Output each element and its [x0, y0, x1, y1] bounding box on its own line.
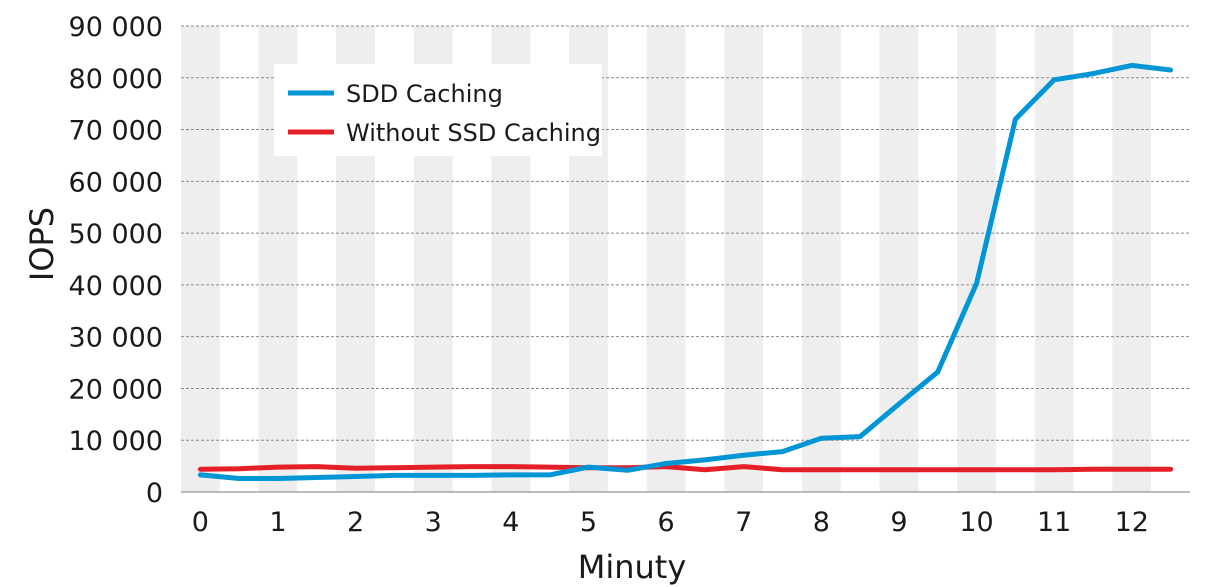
x-tick-label: 6 [658, 507, 675, 538]
background-stripe [724, 26, 764, 492]
y-tick-label: 20 000 [69, 374, 163, 405]
y-tick-label: 30 000 [69, 323, 163, 354]
legend-box [274, 64, 602, 156]
legend-label-sdd-caching: SDD Caching [346, 80, 503, 108]
x-tick-label: 1 [269, 507, 286, 538]
series-line-sdd-caching [197, 62, 1174, 481]
y-tick-label: 90 000 [69, 12, 163, 43]
x-tick-label: 12 [1115, 507, 1149, 538]
y-axis-ticks: 0 10 000 20 000 30 000 40 000 50 000 60 000 70 … [69, 12, 163, 509]
x-tick-label: 0 [192, 507, 209, 538]
x-tick-label: 3 [425, 507, 442, 538]
y-tick-label: 60 000 [69, 167, 163, 198]
background-stripe [1112, 26, 1152, 492]
background-stripe [1034, 26, 1074, 492]
x-axis-ticks: 0 1 2 3 4 5 6 7 8 9 10 11 12 [192, 507, 1149, 538]
background-stripe [801, 26, 841, 492]
background-stripe [957, 26, 996, 492]
x-axis-title: Minuty [578, 548, 687, 586]
series-lines [197, 62, 1174, 481]
background-stripe [646, 26, 686, 492]
x-tick-label: 8 [813, 507, 830, 538]
x-tick-label: 10 [959, 507, 993, 538]
y-tick-label: 10 000 [69, 426, 163, 457]
x-tick-label: 7 [735, 507, 752, 538]
background-stripe [181, 26, 220, 492]
series-line-without-ssd-caching [197, 464, 1174, 473]
y-tick-label: 70 000 [69, 116, 163, 147]
x-tick-label: 9 [890, 507, 907, 538]
y-axis-title: IOPS [23, 207, 61, 281]
gridlines [181, 25, 1190, 493]
y-tick-label: 80 000 [69, 64, 163, 95]
legend-label-without-ssd-caching: Without SSD Caching [346, 119, 601, 147]
background-stripe [879, 26, 919, 492]
x-tick-label: 2 [347, 507, 364, 538]
legend: SDD Caching Without SSD Caching [274, 64, 602, 156]
y-tick-label: 40 000 [69, 271, 163, 302]
x-tick-label: 11 [1037, 507, 1071, 538]
x-tick-label: 4 [502, 507, 519, 538]
y-tick-label: 0 [146, 478, 163, 509]
x-tick-label: 5 [580, 507, 597, 538]
y-tick-label: 50 000 [69, 219, 163, 250]
